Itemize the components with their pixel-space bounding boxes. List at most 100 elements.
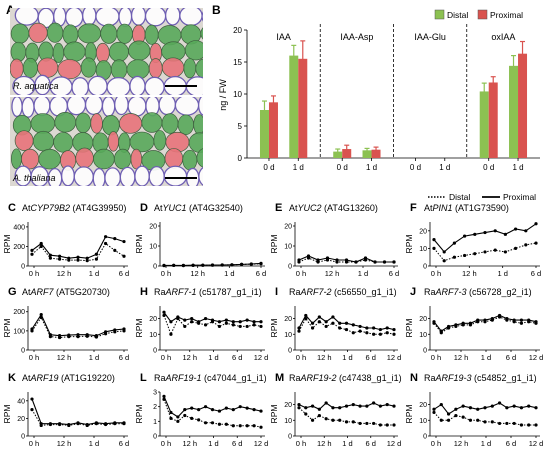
point-distal [190, 320, 194, 324]
x-tick-label: 1 d [224, 269, 234, 278]
point-proximal [310, 321, 315, 325]
panel-title: RaARF7-2 (c56550_g1_i1) [289, 287, 397, 297]
x-tick-label: 6 d [119, 269, 129, 278]
y-tick-label: 0 [288, 264, 292, 271]
point-distal [392, 423, 396, 427]
line-legend-distal-label: Distal [449, 192, 470, 202]
x-tick-label: 12 h [182, 439, 197, 448]
cell [11, 148, 22, 169]
line-panel-n: N RaARF19-3 (c54852_g1_i1) RPM 0 10 20 0 h 12 h… [404, 372, 543, 448]
cell [195, 58, 203, 79]
point-proximal [162, 263, 166, 267]
point-proximal [39, 313, 43, 317]
point-distal [162, 313, 166, 318]
point-distal [338, 326, 342, 330]
cell [57, 59, 82, 80]
line-panel-m: M RaARF19-2 (c47438_g1_i1) RPM 0 10 20 0 h 12 h… [269, 372, 402, 448]
cell [114, 97, 129, 116]
point-distal [432, 410, 436, 415]
point-proximal [468, 406, 473, 410]
y-tick-label: 20 [419, 402, 427, 409]
x-tick-label: 0 h [431, 439, 441, 448]
point-proximal [512, 318, 516, 322]
cell [144, 76, 165, 95]
point-distal [245, 324, 249, 329]
cell [182, 149, 198, 171]
point-proximal [317, 315, 321, 319]
cell [95, 8, 120, 27]
bar-distal [289, 55, 299, 158]
point-proximal [67, 422, 71, 427]
panel-b-x-tick-label: 1 d [439, 163, 450, 172]
point-proximal [338, 321, 342, 325]
point-distal [385, 423, 389, 427]
line-panel-e: E AtYUC2 (AT4G13260) RPM 0 10 20 0 h 12 h 1 d 6 d [269, 202, 399, 278]
point-distal [463, 253, 467, 258]
y-tick-label: 0 [423, 348, 427, 355]
y-tick-label: 40 [17, 398, 25, 405]
panel-b-x-tick-label: 1 d [366, 163, 377, 172]
cell [46, 22, 64, 43]
point-proximal [382, 260, 387, 264]
point-proximal [176, 315, 180, 319]
point-proximal [113, 328, 117, 332]
x-tick-label: 0 h [296, 353, 306, 362]
panel-letter: G [8, 286, 17, 298]
point-proximal [351, 402, 355, 407]
title-gene: ARF7-2 [300, 287, 332, 297]
cell [174, 97, 200, 116]
cell [92, 167, 106, 186]
legend-proximal-swatch [477, 9, 488, 20]
point-distal [210, 421, 215, 425]
cell [158, 97, 177, 116]
panel-ylabel: RPM [269, 319, 279, 338]
panel-letter: J [410, 286, 416, 298]
panel-title: AtYUC2 (AT4G13260) [289, 203, 378, 213]
title-id: (c47044_g1_i1) [202, 373, 267, 383]
x-tick-label: 12 h [57, 439, 72, 448]
point-proximal [191, 263, 195, 267]
point-proximal [122, 421, 126, 425]
point-proximal [524, 229, 528, 233]
point-distal [30, 408, 34, 412]
point-proximal [331, 406, 335, 410]
point-proximal [162, 394, 166, 398]
point-proximal [432, 320, 436, 324]
x-tick-label: 12 d [387, 353, 402, 362]
panel-letter: M [275, 372, 284, 384]
point-proximal [490, 316, 494, 321]
title-prefix: Ra [424, 287, 436, 297]
point-proximal [392, 327, 396, 332]
point-proximal [454, 323, 458, 327]
y-tick-label: 0 [423, 264, 427, 271]
cell [144, 8, 167, 27]
legend-distal-swatch [434, 9, 445, 20]
point-proximal [363, 256, 368, 260]
x-tick-label: 1 d [481, 439, 491, 448]
point-proximal [452, 241, 456, 245]
y-tick-label: 0 [21, 434, 25, 441]
x-tick-label: 1 d [89, 353, 99, 362]
cell [129, 75, 146, 95]
point-proximal [297, 402, 301, 407]
point-distal [297, 329, 301, 333]
point-proximal [39, 422, 43, 426]
panel-letter: H [140, 286, 148, 298]
x-tick-label: 0 h [296, 269, 306, 278]
panel-letter: F [410, 202, 417, 214]
x-tick-label: 1 d [208, 439, 218, 448]
bar-proximal [298, 58, 308, 158]
line-legend-proximal-label: Proximal [503, 192, 536, 202]
point-proximal [310, 404, 315, 408]
point-proximal [304, 313, 308, 318]
point-distal [331, 321, 335, 325]
point-distal [473, 252, 477, 256]
y-tick-label: 3 [153, 390, 157, 397]
point-distal [85, 259, 89, 263]
point-proximal [378, 404, 383, 408]
cell [14, 130, 34, 151]
panel-letter: N [410, 372, 418, 384]
point-proximal [238, 405, 242, 409]
line-panel-l: L RaARF19-1 (c47044_g1_i1) RPM 0 1 2 3 0 h 12 h 1… [134, 372, 268, 448]
panel-title: AtCYP79B2 (AT4G39950) [22, 203, 126, 213]
